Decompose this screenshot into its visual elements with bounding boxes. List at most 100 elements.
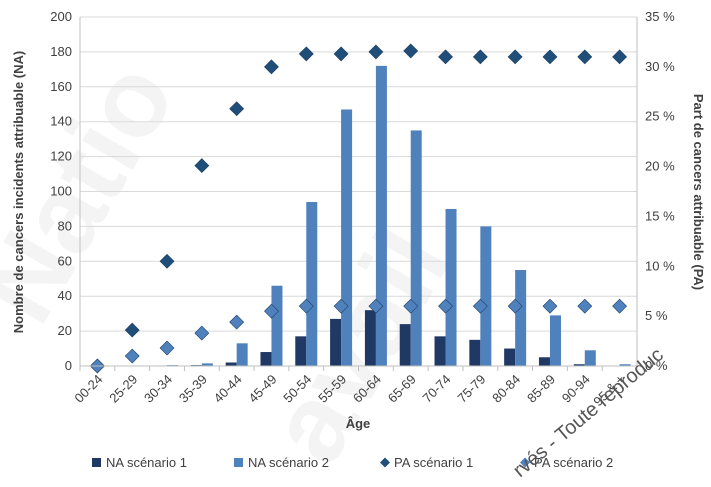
x-tick-label: 30-34 <box>141 372 175 406</box>
bar-1-85-89 <box>538 357 550 366</box>
marker-2-90-94 <box>577 298 593 314</box>
bar-1-90-94 <box>573 364 585 366</box>
y2-axis-title: Part de cancers attribuable (PA) <box>691 94 706 290</box>
bar-1-50-54 <box>295 336 307 366</box>
bar-1-65-69 <box>399 324 411 366</box>
legend-label: NA scénario 1 <box>106 455 187 470</box>
marker-2-25-29 <box>124 348 140 364</box>
legend-swatch <box>380 457 390 468</box>
y-axis-title: Nombre de cancers incidents attribuable … <box>11 51 26 333</box>
x-tick-label: 80-84 <box>489 372 523 406</box>
marker-1-50-54 <box>298 46 314 62</box>
marker-2-40-44 <box>229 314 245 330</box>
x-tick-label: 75-79 <box>454 372 488 406</box>
bar-2-80-84 <box>515 270 527 366</box>
marker-2-65-69 <box>403 298 419 314</box>
y2-tick-label: 35 % <box>645 9 675 24</box>
marker-1-95- <box>612 49 628 65</box>
bar-1-75-79 <box>469 339 481 366</box>
markers-group <box>89 43 628 374</box>
legend-label: NA scénario 2 <box>248 455 329 470</box>
marker-2-45-49 <box>264 303 279 319</box>
marker-1-35-39 <box>194 158 210 173</box>
y-tick-label: 60 <box>58 253 72 268</box>
marker-2-80-84 <box>507 298 523 314</box>
legend-label: PA scénario 2 <box>534 455 613 470</box>
bar-2-40-44 <box>236 343 248 366</box>
y-tick-label: 40 <box>58 288 72 303</box>
bar-2-35-39 <box>201 363 213 366</box>
marker-2-55-59 <box>333 298 349 314</box>
legend: NA scénario 1 NA scénario 2 PA scénario 1 P… <box>92 455 613 470</box>
bar-2-90-94 <box>584 350 596 366</box>
bar-2-55-59 <box>341 109 353 367</box>
marker-1-45-49 <box>264 59 279 75</box>
marker-1-60-64 <box>368 44 384 60</box>
marker-1-65-69 <box>403 43 419 59</box>
legend-swatch <box>92 458 101 467</box>
gridlines <box>80 16 637 332</box>
bar-2-95- <box>619 364 631 366</box>
x-tick-label: 25-29 <box>106 372 140 406</box>
bar-1-60-64 <box>364 310 376 366</box>
y-tick-label: 80 <box>58 218 72 233</box>
y-tick-label: 120 <box>50 149 72 164</box>
bar-2-60-64 <box>375 65 387 367</box>
marker-2-70-74 <box>438 298 453 314</box>
marker-1-90-94 <box>577 49 593 65</box>
right-axis-ticks: 0 % 5 % 10 % 15 % 20 % 25 % 30 % 35 % <box>645 9 675 373</box>
y2-tick-label: 30 % <box>645 59 675 74</box>
y-tick-label: 20 <box>58 323 72 338</box>
x-tick-label: 85-89 <box>524 372 558 406</box>
bar-2-45-49 <box>271 285 283 366</box>
bar-1-80-84 <box>504 348 516 366</box>
y2-tick-label: 15 % <box>645 208 675 223</box>
bar-2-70-74 <box>445 208 457 366</box>
bar-2-85-89 <box>549 315 561 366</box>
marker-2-30-34 <box>159 340 175 356</box>
bar-2-65-69 <box>410 130 422 366</box>
y-tick-label: 160 <box>50 79 72 94</box>
legend-swatch <box>520 457 530 468</box>
x-tick-label: 40-44 <box>211 372 245 406</box>
left-axis-ticks: 0 20 40 60 80 100 120 140 160 180 200 <box>50 9 72 373</box>
bar-1-70-74 <box>434 336 446 366</box>
y-tick-label: 140 <box>50 114 72 129</box>
marker-1-30-34 <box>159 253 175 269</box>
marker-2-95- <box>612 298 628 314</box>
marker-2-50-54 <box>298 298 314 314</box>
marker-2-60-64 <box>368 298 384 314</box>
marker-1-70-74 <box>438 49 453 65</box>
marker-1-80-84 <box>507 49 523 65</box>
marker-1-55-59 <box>333 46 349 62</box>
bar-1-45-49 <box>260 352 272 366</box>
marker-1-25-29 <box>124 322 140 338</box>
marker-1-40-44 <box>229 101 245 117</box>
marker-2-35-39 <box>194 325 210 341</box>
y2-tick-label: 25 % <box>645 109 675 124</box>
marker-1-85-89 <box>542 49 558 65</box>
legend-label: PA scénario 1 <box>394 455 473 470</box>
bar-1-40-44 <box>225 362 237 366</box>
x-tick-label: 35-39 <box>176 372 210 406</box>
bars-group <box>132 65 631 367</box>
marker-2-75-79 <box>472 298 488 314</box>
marker-1-75-79 <box>472 49 488 65</box>
y-tick-label: 0 <box>65 358 72 373</box>
legend-swatch <box>234 458 243 467</box>
x-tick-label: 00-24 <box>71 372 105 406</box>
y2-tick-label: 0 % <box>645 358 668 373</box>
axes-group <box>79 17 638 371</box>
x-tick-label: 70-74 <box>420 372 454 406</box>
y2-tick-label: 10 % <box>645 258 675 273</box>
y2-tick-label: 5 % <box>645 308 668 323</box>
y-tick-label: 180 <box>50 44 72 59</box>
bar-2-50-54 <box>306 201 318 366</box>
x-axis-title: Âge <box>346 416 371 431</box>
y2-tick-label: 20 % <box>645 159 675 174</box>
y-tick-label: 200 <box>50 9 72 24</box>
marker-2-85-89 <box>542 298 558 314</box>
bar-1-55-59 <box>330 318 342 366</box>
